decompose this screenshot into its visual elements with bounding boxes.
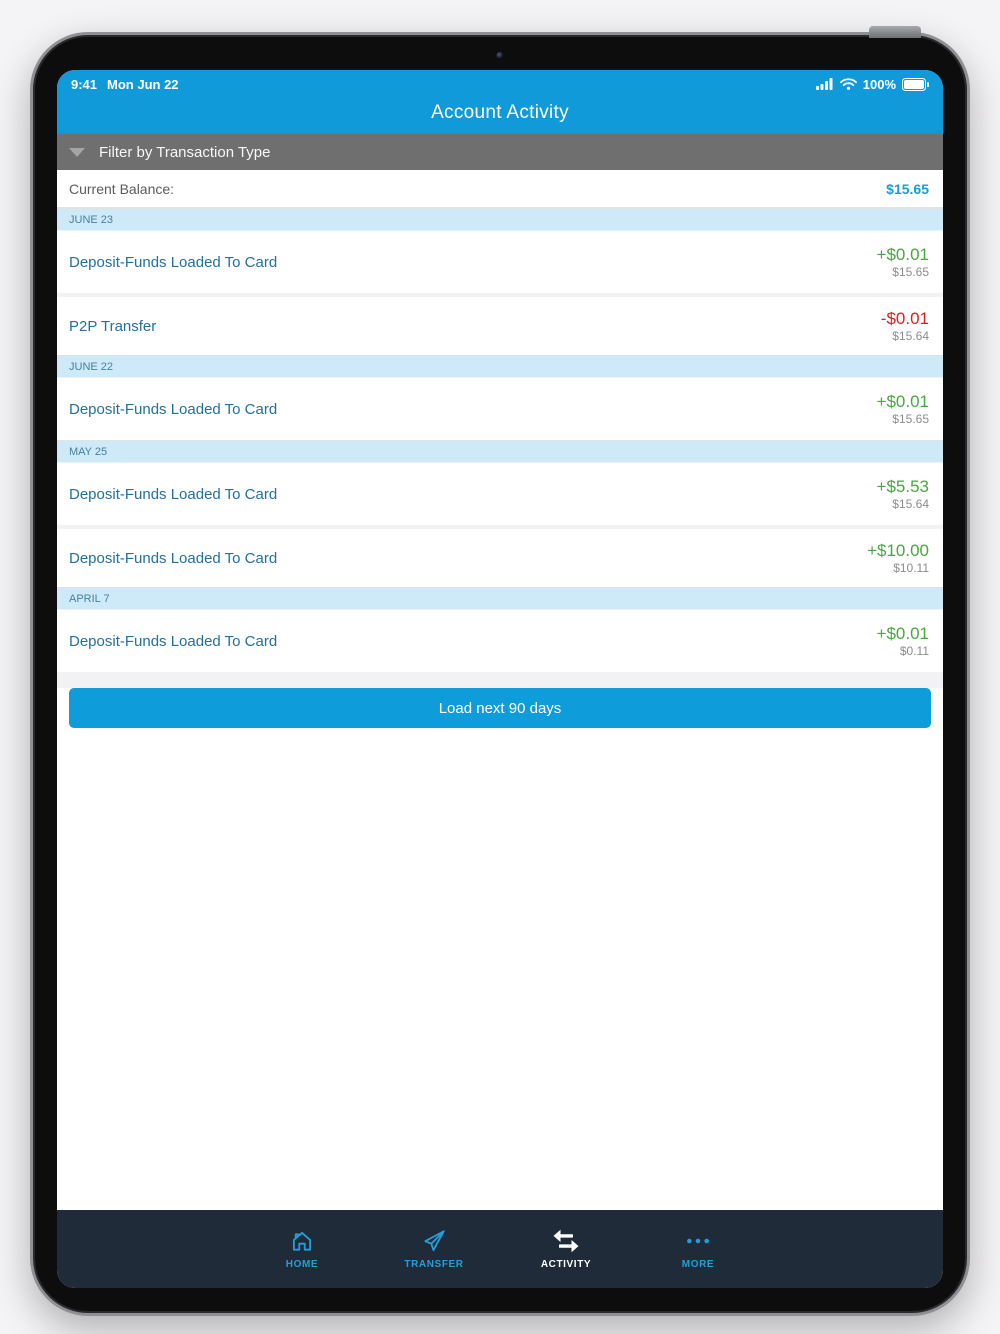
transaction-row[interactable]: Deposit-Funds Loaded To Card +$10.00 $10… [57, 525, 943, 587]
transaction-row[interactable]: Deposit-Funds Loaded To Card +$0.01 $15.… [57, 378, 943, 440]
section-rows: Deposit-Funds Loaded To Card +$0.01 $0.1… [57, 610, 943, 672]
power-button [869, 26, 921, 38]
cellular-signal-icon [815, 78, 834, 90]
status-date: Mon Jun 22 [107, 76, 179, 92]
date-section: JUNE 23 Deposit-Funds Loaded To Card +$0… [57, 208, 943, 355]
page-title: Account Activity [431, 102, 569, 123]
transaction-amount: +$5.53 [876, 476, 929, 496]
transaction-row[interactable]: P2P Transfer -$0.01 $15.64 [57, 293, 943, 355]
transaction-title: Deposit-Funds Loaded To Card [69, 485, 278, 503]
running-balance: $15.64 [892, 328, 929, 343]
transaction-title: Deposit-Funds Loaded To Card [69, 632, 278, 650]
transaction-amount: -$0.01 [880, 308, 929, 328]
transaction-row[interactable]: Deposit-Funds Loaded To Card +$0.01 $0.1… [57, 610, 943, 672]
transaction-title: Deposit-Funds Loaded To Card [69, 400, 278, 418]
date-label: MAY 25 [69, 445, 108, 458]
transaction-amount: +$0.01 [876, 623, 929, 643]
transaction-row[interactable]: Deposit-Funds Loaded To Card +$0.01 $15.… [57, 231, 943, 293]
date-section: APRIL 7 Deposit-Funds Loaded To Card +$0… [57, 587, 943, 672]
running-balance: $10.11 [893, 560, 929, 575]
transaction-title: P2P Transfer [69, 317, 157, 335]
running-balance: $15.65 [892, 411, 929, 426]
running-balance: $0.11 [899, 643, 929, 658]
running-balance: $15.65 [892, 264, 929, 279]
transaction-row[interactable]: Deposit-Funds Loaded To Card +$5.53 $15.… [57, 463, 943, 525]
battery-icon [902, 77, 929, 91]
tablet-device-frame: 9:41 Mon Jun 22 [30, 26, 970, 1316]
transaction-amount: +$0.01 [876, 391, 929, 411]
list-end-divider [57, 672, 943, 688]
tab-more-label: MORE [681, 1259, 715, 1270]
wifi-icon [839, 78, 857, 90]
load-next-90-days-button[interactable]: Load next 90 days [69, 688, 931, 728]
tab-home[interactable]: HOME [236, 1228, 368, 1270]
status-bar: 9:41 Mon Jun 22 [57, 70, 943, 98]
date-section: MAY 25 Deposit-Funds Loaded To Card +$5.… [57, 440, 943, 587]
home-icon [289, 1228, 315, 1254]
filter-by-transaction-type[interactable]: Filter by Transaction Type [57, 134, 943, 170]
section-rows: Deposit-Funds Loaded To Card +$0.01 $15.… [57, 378, 943, 440]
tab-more[interactable]: MORE [632, 1228, 764, 1270]
date-label: JUNE 23 [69, 213, 114, 226]
current-balance-row: Current Balance: $15.65 [57, 170, 943, 208]
app-screen: 9:41 Mon Jun 22 [57, 70, 943, 1288]
date-label: JUNE 22 [69, 360, 114, 373]
ellipsis-icon [685, 1228, 711, 1254]
tab-home-label: HOME [285, 1259, 319, 1270]
transaction-amount: +$0.01 [876, 244, 929, 264]
running-balance: $15.64 [892, 496, 929, 511]
date-header: APRIL 7 [57, 587, 943, 610]
transaction-title: Deposit-Funds Loaded To Card [69, 253, 278, 271]
tab-activity-label: ACTIVITY [540, 1259, 592, 1270]
tab-activity[interactable]: ACTIVITY [500, 1228, 632, 1270]
front-camera [496, 52, 504, 59]
battery-percent: 100% [862, 76, 896, 92]
tab-transfer[interactable]: TRANSFER [368, 1228, 500, 1270]
filter-label: Filter by Transaction Type [99, 143, 271, 161]
transfer-arrows-icon [552, 1228, 580, 1254]
current-balance-value: $15.65 [886, 180, 929, 197]
date-header: JUNE 22 [57, 355, 943, 378]
date-header: JUNE 23 [57, 208, 943, 231]
empty-content-area [57, 728, 943, 1210]
date-label: APRIL 7 [69, 592, 110, 605]
current-balance-label: Current Balance: [69, 180, 175, 197]
tab-bar: HOME TRANSFER [57, 1210, 943, 1288]
tab-transfer-label: TRANSFER [404, 1259, 464, 1270]
paper-plane-icon [421, 1228, 447, 1254]
section-rows: Deposit-Funds Loaded To Card +$5.53 $15.… [57, 463, 943, 587]
status-time: 9:41 [71, 76, 98, 92]
transaction-title: Deposit-Funds Loaded To Card [69, 549, 278, 567]
date-header: MAY 25 [57, 440, 943, 463]
caret-down-icon [69, 147, 85, 157]
section-rows: Deposit-Funds Loaded To Card +$0.01 $15.… [57, 231, 943, 355]
app-header: 9:41 Mon Jun 22 [57, 70, 943, 134]
transaction-list: JUNE 23 Deposit-Funds Loaded To Card +$0… [57, 208, 943, 672]
date-section: JUNE 22 Deposit-Funds Loaded To Card +$0… [57, 355, 943, 440]
transaction-amount: +$10.00 [867, 540, 929, 560]
